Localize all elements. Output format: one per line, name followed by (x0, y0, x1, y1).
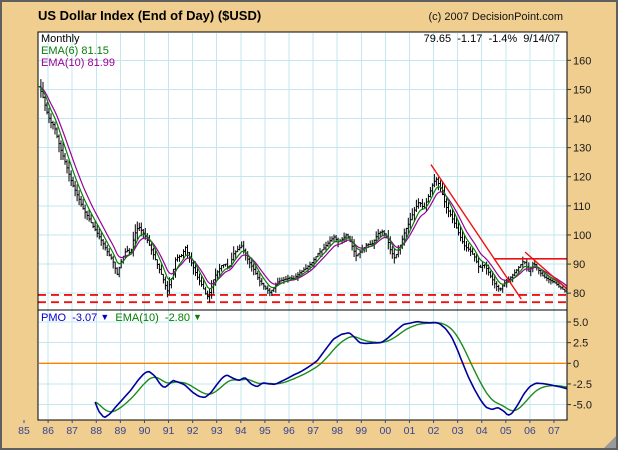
year-label: 00 (380, 425, 392, 437)
pmo-down-arrow-icon: ▼ (100, 312, 110, 322)
year-label: 94 (235, 425, 247, 437)
pmo-axis-label: 5.0 (573, 317, 588, 329)
year-label: 01 (404, 425, 416, 437)
pmo-axis-label: 2.5 (573, 338, 588, 350)
year-label: 07 (548, 425, 560, 437)
price-axis-label: 130 (573, 143, 591, 155)
copyright-text: (c) 2007 DecisionPoint.com (428, 11, 563, 23)
pmo-axis-label: -5.0 (573, 400, 592, 412)
year-label: 06 (524, 425, 536, 437)
year-label: 91 (163, 425, 175, 437)
year-label: 02 (428, 425, 440, 437)
price-ema10-legend: EMA(10) 81.99 (41, 57, 115, 69)
pmo-ema10-line (94, 322, 567, 413)
price-axis-label: 150 (573, 84, 591, 96)
pmo-ema-label: EMA(10) (115, 312, 159, 324)
year-label: 95 (259, 425, 271, 437)
year-label: 05 (500, 425, 512, 437)
price-axis-label: 90 (573, 259, 585, 271)
pmo-value: -3.07 (72, 312, 98, 324)
price-gridlines (39, 59, 566, 294)
price-ema10-line (38, 85, 567, 287)
price-ema6-line (38, 85, 567, 290)
year-label: 85 (18, 425, 30, 437)
year-label: 97 (307, 425, 319, 437)
corner-artifact (604, 436, 616, 448)
quote-line: 79.65 -1.17 -1.4% 9/14/07 (423, 33, 560, 45)
price-axis-label: 110 (573, 201, 591, 213)
timeframe-label: Monthly (41, 33, 80, 45)
price-axis-label: 160 (573, 55, 591, 67)
pmo-line (94, 320, 567, 419)
year-label: 92 (187, 425, 199, 437)
price-axis-label: 80 (573, 288, 585, 300)
year-label: 93 (211, 425, 223, 437)
pmo-gridlines (39, 321, 566, 406)
year-label: 86 (42, 425, 54, 437)
price-axis-label: 100 (573, 230, 591, 242)
year-label: 04 (476, 425, 488, 437)
pmo-label: PMO (41, 312, 67, 324)
year-label: 90 (139, 425, 151, 437)
page-title: US Dollar Index (End of Day) ($USD) (38, 8, 262, 23)
year-label: 96 (283, 425, 295, 437)
year-label: 89 (115, 425, 127, 437)
price-axis-label: 120 (573, 172, 591, 184)
year-label: 98 (331, 425, 343, 437)
support-dashed-lines (38, 294, 567, 304)
downtrend-line (430, 164, 522, 300)
vertical-gridlines (47, 33, 555, 419)
year-label: 87 (66, 425, 78, 437)
price-axis-label: 140 (573, 114, 591, 126)
pmo-ema-value: -2.80 (164, 312, 190, 324)
pmo-panel-border (37, 309, 568, 421)
pmo-panel (38, 310, 567, 420)
pmo-axis-label: 0 (573, 358, 579, 370)
pmo-axis-label: -2.5 (573, 379, 592, 391)
year-label: 99 (355, 425, 367, 437)
pmo-ema-down-arrow-icon: ▼ (193, 312, 202, 322)
year-label: 88 (90, 425, 102, 437)
price-ema6-legend: EMA(6) 81.15 (41, 45, 109, 57)
pmo-legend: PMO -3.07 ▼ EMA(10) -2.80 ▼ (41, 312, 202, 324)
year-label: 03 (452, 425, 464, 437)
